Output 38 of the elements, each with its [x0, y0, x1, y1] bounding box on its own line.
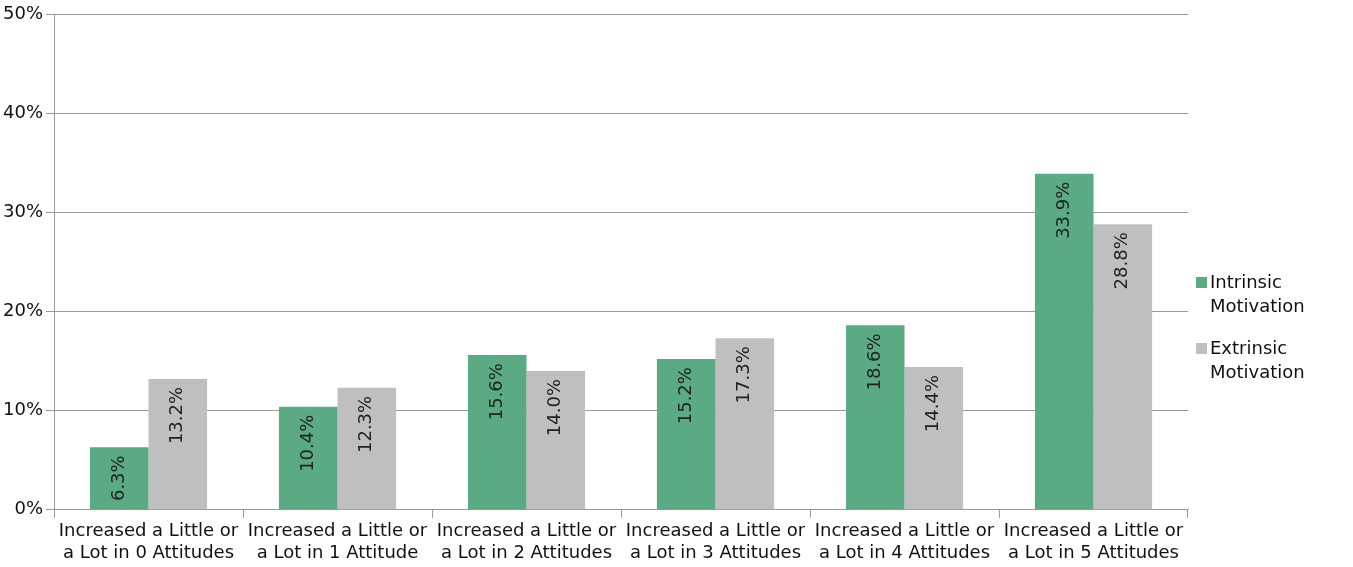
data-label: 14.0% — [543, 378, 565, 437]
y-tick-label: 50% — [2, 1, 44, 23]
y-tick-label: 0% — [14, 497, 44, 519]
bar — [337, 387, 397, 510]
x-tick-label: Increased a Little or a Lot in 4 Attitudes — [814, 519, 995, 562]
y-tick-label: 30% — [2, 199, 44, 221]
data-label: 6.3% — [106, 455, 128, 502]
bar — [1093, 224, 1153, 510]
x-tick-label: Increased a Little or a Lot in 5 Attitudes — [1003, 519, 1184, 562]
bar — [904, 367, 964, 510]
y-tick-label: 40% — [2, 100, 44, 122]
x-tick-label: Increased a Little or a Lot in 2 Attitudes — [436, 519, 617, 562]
data-label: 13.2% — [165, 386, 187, 445]
bar — [467, 355, 527, 510]
bar — [148, 378, 208, 510]
data-label: 28.8% — [1110, 232, 1132, 290]
x-tick-label: Increased a Little or a Lot in 0 Attitudes — [58, 519, 239, 562]
bar — [715, 338, 775, 510]
bar — [89, 447, 149, 510]
data-label: 33.9% — [1051, 181, 1073, 239]
bar — [845, 325, 905, 510]
legend-label: Intrinsic Motivation — [1210, 270, 1306, 318]
data-label: 18.6% — [862, 333, 884, 391]
bar — [1034, 173, 1094, 510]
y-tick-label: 10% — [2, 398, 44, 420]
bar — [278, 406, 338, 510]
y-tick-label: 20% — [2, 299, 44, 321]
data-label: 17.3% — [732, 346, 754, 404]
x-tick-label: Increased a Little or a Lot in 1 Attitude — [247, 519, 428, 562]
data-label: 15.2% — [673, 367, 695, 425]
data-label: 12.3% — [354, 395, 376, 454]
data-label: 15.6% — [484, 363, 506, 421]
data-label: 14.4% — [921, 375, 943, 433]
x-tick-label: Increased a Little or a Lot in 3 Attitudes — [625, 519, 806, 562]
legend-label: Extrinsic Motivation — [1210, 336, 1306, 384]
data-label: 10.4% — [295, 414, 317, 472]
bar — [526, 370, 586, 510]
bar — [656, 359, 716, 510]
